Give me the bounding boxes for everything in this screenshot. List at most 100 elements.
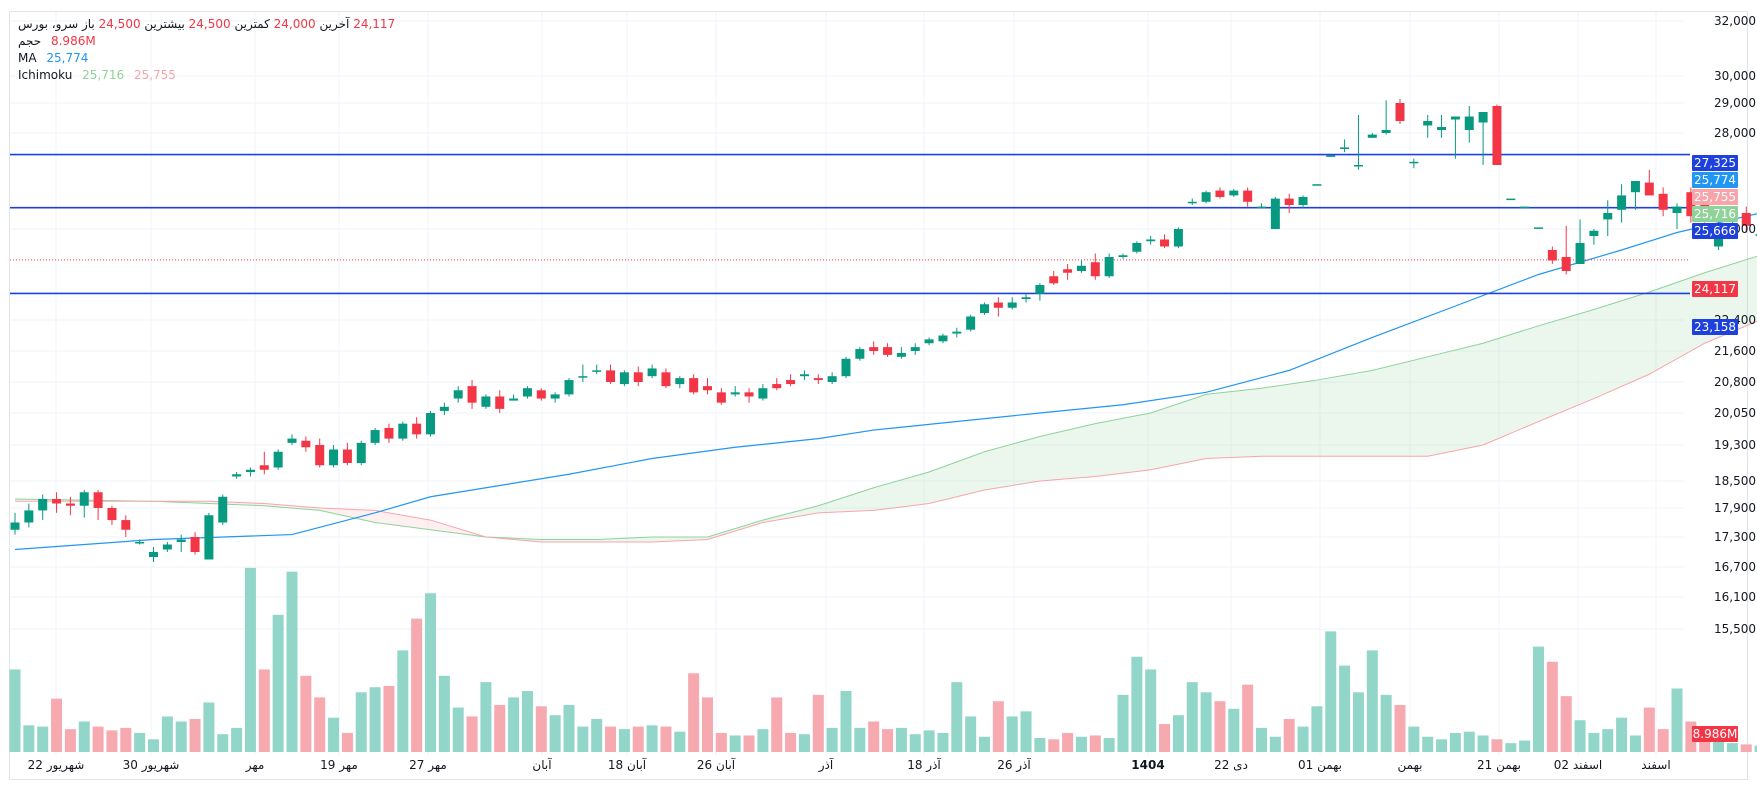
- candle-body: [495, 396, 505, 409]
- volume-bar: [64, 729, 76, 752]
- candle-body: [1229, 190, 1239, 196]
- volume-bar: [812, 694, 824, 752]
- volume-bar: [1380, 694, 1392, 752]
- volume-bar: [1200, 692, 1212, 752]
- price-badge-level: [1692, 155, 1738, 171]
- candle-body: [730, 392, 740, 395]
- candle-body: [1284, 198, 1294, 205]
- candle-body: [65, 503, 75, 506]
- legend-ichimoku-row[interactable]: Ichimoku 25,716 25,755: [18, 67, 176, 83]
- volume-bar: [826, 727, 838, 752]
- volume-bar: [355, 692, 367, 752]
- volume-bar: [757, 729, 769, 752]
- ichimoku-span-a-line: [14, 255, 1757, 540]
- volume-bar: [909, 734, 921, 752]
- candle-body: [1575, 243, 1585, 264]
- legend-ohlc-row: سرو، بورس باز 24,500 بیشترین 24,500 کمتر…: [18, 16, 395, 32]
- candle-body: [301, 440, 311, 448]
- legend-symbol[interactable]: سرو، بورس: [18, 17, 79, 31]
- volume-bar: [1491, 739, 1503, 752]
- price-badge-span_a: [1692, 206, 1738, 222]
- price-badge-ma: [1692, 172, 1738, 188]
- candle-body: [439, 406, 449, 411]
- volume-bar: [203, 702, 215, 752]
- candle-body: [1187, 201, 1197, 204]
- candle-body: [1049, 276, 1059, 284]
- volume-bar: [895, 727, 907, 752]
- candle-body: [980, 304, 989, 313]
- candle-body: [1686, 192, 1696, 217]
- time-axis: 22 شهریور 30 شهریور مهر 19 مهر 27 مهر آبان 18 …: [28, 757, 1671, 773]
- price-badge-label: 27,325: [1694, 156, 1736, 170]
- volume-bar: [148, 739, 159, 752]
- volume-bar: [411, 618, 423, 752]
- volume-bar: [466, 716, 478, 752]
- time-tick-label: آذر: [818, 757, 834, 773]
- candle-body: [1534, 227, 1543, 229]
- time-tick-label: 02 اسفند: [1554, 758, 1602, 772]
- volume-bar: [1657, 729, 1669, 752]
- legend-ma-row[interactable]: MA 25,774: [18, 50, 88, 66]
- candle-body: [398, 423, 408, 439]
- volume-bar: [480, 682, 492, 752]
- price-badge-level: [1692, 319, 1738, 335]
- cloud-segment-bullish: [1593, 292, 1650, 399]
- price-tick-label: 20,800: [1714, 375, 1756, 389]
- price-tick-label: 19,300: [1714, 438, 1756, 452]
- volume-bar: [217, 734, 229, 752]
- candle-body: [79, 492, 89, 506]
- volume-bar: [605, 726, 617, 752]
- candle-body: [578, 376, 588, 378]
- candle-body: [176, 539, 186, 542]
- volume-bar: [715, 732, 727, 752]
- candle-body: [522, 388, 532, 397]
- candle-body: [1672, 206, 1682, 213]
- cloud-segment-bullish: [1206, 388, 1262, 459]
- volume-bar: [1519, 740, 1531, 752]
- price-badge-last: [1692, 281, 1738, 297]
- candle-body: [799, 374, 809, 377]
- candle-body: [689, 378, 699, 393]
- volume-bar: [743, 735, 755, 752]
- price-tick-label: 17,300: [1714, 530, 1756, 544]
- volume-bar: [1629, 735, 1641, 752]
- time-tick-label: 26 آذر: [997, 757, 1031, 773]
- volume-bar: [175, 721, 187, 752]
- candle-body: [1215, 190, 1225, 197]
- legend-volume-row[interactable]: حجم 8.986M: [18, 33, 96, 49]
- price-tick-label: 28,000: [1714, 126, 1756, 140]
- volume-bar: [979, 736, 990, 752]
- candle-body: [703, 386, 712, 391]
- cloud-segment-bullish: [1372, 356, 1428, 457]
- volume-bar: [1062, 732, 1074, 752]
- volume-bar: [688, 673, 700, 752]
- cloud-segment-bullish: [984, 436, 1040, 490]
- volume-bar: [1048, 739, 1060, 752]
- volume-bar: [189, 718, 201, 752]
- volume-bar: [1311, 706, 1323, 752]
- time-tick-label: 22 شهریور: [28, 758, 85, 773]
- candle-body: [1603, 213, 1613, 220]
- volume-bar: [1159, 724, 1171, 752]
- candle-body: [1464, 116, 1474, 130]
- candle-body: [661, 372, 671, 387]
- volume-bar: [494, 705, 506, 752]
- cloud-segment-bullish: [1649, 272, 1705, 375]
- candle-body: [38, 499, 48, 511]
- candle-body: [786, 380, 796, 385]
- volume-bar: [1228, 708, 1240, 752]
- candle-body: [1007, 302, 1017, 308]
- time-tick-label: 18 آذر: [907, 757, 941, 773]
- candle-body: [1589, 230, 1599, 236]
- candle-body: [564, 380, 574, 395]
- legend-volume-value: 8.986M: [50, 34, 96, 48]
- volume-bar: [1186, 682, 1198, 752]
- volume-bar: [120, 727, 132, 752]
- candle-body: [896, 352, 906, 357]
- volume-bar: [563, 705, 575, 752]
- volume-bar: [1422, 736, 1434, 752]
- legend-ichimoku-label: Ichimoku: [18, 68, 73, 82]
- price-badge-label: 25,666: [1694, 224, 1736, 238]
- volume-bar: [51, 698, 63, 752]
